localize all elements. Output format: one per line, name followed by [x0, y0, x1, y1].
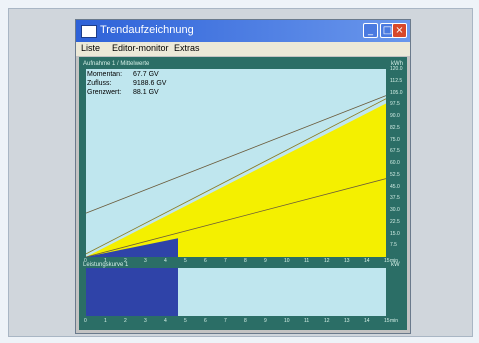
series-line-lower — [85, 178, 387, 258]
lower-x-tick-label: 1 — [104, 318, 107, 324]
y-axis: 7.5 15.0 22.5 30.0 37.5 45.0 52.5 60.0 67.5 75.0 8… — [389, 57, 407, 330]
y-tick-label: 75.0 — [390, 136, 400, 143]
x-tick-label: 14 — [364, 258, 370, 264]
y-tick-label: 105.0 — [390, 89, 403, 96]
lower-x-unit-label: min — [390, 318, 399, 324]
y-tick-label: 67.5 — [390, 148, 400, 155]
lower-x-tick-label: 10 — [284, 318, 290, 324]
stat-row-momentan: Momentan: 67.7 GV — [87, 70, 166, 79]
x-tick-label: 2 — [124, 258, 127, 264]
stat-label: Momentan: — [87, 71, 123, 78]
lower-x-tick-label: 0 — [84, 318, 87, 324]
x-tick-label: 13 — [344, 258, 350, 264]
x-tick-label: 10 — [284, 258, 290, 264]
close-button[interactable]: × — [392, 23, 407, 38]
x-tick-label: 9 — [264, 258, 267, 264]
x-tick-label: 5 — [184, 258, 187, 264]
stat-row-grenzwert: Grenzwert: 88.1 GV — [87, 88, 166, 97]
lower-x-tick-label: 3 — [144, 318, 147, 324]
lower-x-tick-label: 11 — [304, 318, 310, 324]
lower-x-tick-label: 8 — [244, 318, 247, 324]
menu-item-editor-monitor[interactable]: Editor-monitor — [112, 43, 169, 53]
series-line-upper — [85, 95, 387, 214]
series-area-blue — [86, 238, 178, 257]
lower-x-tick-label: 6 — [204, 318, 207, 324]
stat-label: Zufluss: — [87, 80, 112, 87]
y-tick-label: 45.0 — [390, 183, 400, 190]
x-tick-label: 8 — [244, 258, 247, 264]
x-tick-label: 4 — [164, 258, 167, 264]
menu-bar: Liste Editor-monitor Extras — [76, 42, 410, 56]
lower-x-tick-label: 13 — [344, 318, 350, 324]
plot-unit-label: kWh — [391, 61, 403, 67]
y-tick-label: 82.5 — [390, 124, 400, 131]
menu-item-extras[interactable]: Extras — [174, 43, 200, 53]
lower-plot-header: Leistungskurve 1 — [83, 262, 129, 268]
y-tick-label: 22.5 — [390, 218, 400, 225]
menu-item-liste[interactable]: Liste — [81, 43, 101, 53]
x-tick-label: 3 — [144, 258, 147, 264]
y-tick-label: 60.0 — [390, 160, 400, 166]
lower-plot-unit-label: kW — [391, 262, 400, 268]
series-line-yellow-edge — [85, 98, 387, 255]
x-tick-label: 15 — [384, 258, 390, 264]
y-tick-label: 90.0 — [390, 113, 400, 119]
stat-value: 9188.6 GV — [133, 80, 167, 87]
x-tick-label: 0 — [84, 258, 87, 264]
x-tick-label: 1 — [104, 258, 107, 264]
title-bar[interactable]: Trendaufzeichnung _ □ × — [76, 20, 410, 42]
y-tick-label: 15.0 — [390, 230, 400, 237]
y-tick-label: 112.5 — [390, 77, 403, 84]
y-tick-label: 52.5 — [390, 171, 400, 178]
stat-row-zufluss: Zufluss: 9188.6 GV — [87, 79, 166, 88]
stat-label: Grenzwert: — [87, 89, 122, 96]
plot-header: Aufnahme 1 / Mittelwerte — [83, 61, 150, 67]
lower-x-tick-label: 14 — [364, 318, 370, 324]
minimize-button[interactable]: _ — [363, 23, 378, 38]
y-tick-label: 7.5 — [390, 242, 397, 249]
chart-area: Aufnahme 1 / Mittelwerte kWh Momentan: 67… — [79, 57, 407, 330]
stat-value: 67.7 GV — [133, 71, 159, 78]
x-tick-label: 12 — [324, 258, 330, 264]
lower-x-tick-label: 9 — [264, 318, 267, 324]
lower-x-tick-label: 15 — [384, 318, 390, 324]
x-tick-label: 7 — [224, 258, 227, 264]
x-tick-label: 11 — [304, 258, 310, 264]
trend-plot — [85, 69, 387, 316]
y-tick-label: 120.0 — [390, 66, 403, 72]
x-tick-label: 6 — [204, 258, 207, 264]
lower-x-tick-label: 2 — [124, 318, 127, 324]
y-tick-label: 97.5 — [390, 101, 400, 108]
app-window-icon — [81, 25, 97, 38]
y-tick-label: 30.0 — [390, 207, 400, 213]
lower-x-tick-label: 5 — [184, 318, 187, 324]
trend-window: Trendaufzeichnung _ □ × Liste Editor-mon… — [75, 19, 411, 334]
series-area-yellow — [86, 103, 386, 257]
lower-x-tick-label: 12 — [324, 318, 330, 324]
y-tick-label: 37.5 — [390, 195, 400, 202]
x-unit-label: min — [390, 258, 399, 264]
stats-panel: Momentan: 67.7 GV Zufluss: 9188.6 GV Grenz… — [87, 70, 166, 97]
stat-value: 88.1 GV — [133, 89, 159, 96]
lower-x-tick-label: 7 — [224, 318, 227, 324]
lower-x-tick-label: 4 — [164, 318, 167, 324]
lower-plot-fill — [86, 268, 178, 316]
window-title: Trendaufzeichnung — [100, 24, 194, 36]
